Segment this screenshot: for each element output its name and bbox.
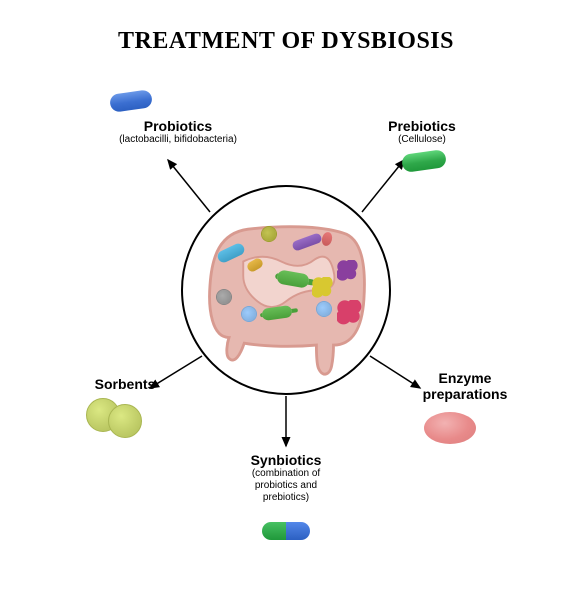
branch-sub: (Cellulose)	[362, 134, 482, 146]
microbe	[217, 290, 231, 304]
microbe	[276, 269, 310, 288]
microbe	[317, 302, 331, 316]
pill-synbiotics	[262, 522, 310, 540]
pill-enzyme	[424, 412, 476, 444]
microbes-layer	[183, 187, 389, 393]
branch-label: Sorbents	[70, 376, 180, 392]
branch-synbiotics: Synbiotics(combination of probiotics and…	[226, 452, 346, 504]
microbe	[337, 260, 359, 282]
branch-label: Prebiotics	[362, 118, 482, 134]
microbe	[262, 227, 276, 241]
microbe	[242, 307, 256, 321]
branch-sorbents: Sorbents	[70, 376, 180, 392]
branch-enzyme: Enzyme preparations	[400, 370, 530, 402]
pill-sorbents-1	[108, 404, 142, 438]
microbe	[246, 257, 265, 274]
branch-sub: (lactobacilli, bifidobacteria)	[98, 134, 258, 146]
microbe	[312, 277, 334, 299]
microbe	[320, 231, 333, 247]
microbe	[261, 305, 292, 321]
branch-label: Synbiotics	[226, 452, 346, 468]
center-intestine-circle	[181, 185, 391, 395]
microbe	[337, 300, 363, 326]
branch-sub: (combination of probiotics and prebiotic…	[226, 468, 346, 504]
branch-probiotics: Probiotics(lactobacilli, bifidobacteria)	[98, 118, 258, 146]
microbe	[291, 232, 323, 252]
branch-label: Enzyme preparations	[400, 370, 530, 402]
branch-label: Probiotics	[98, 118, 258, 134]
branch-prebiotics: Prebiotics(Cellulose)	[362, 118, 482, 146]
microbe	[216, 242, 246, 265]
